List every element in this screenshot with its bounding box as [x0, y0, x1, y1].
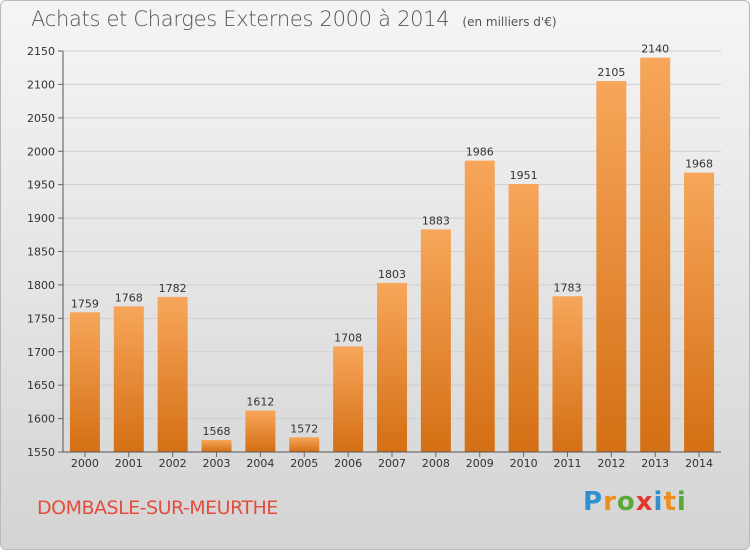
x-tick-label: 2000 [71, 457, 99, 470]
bar [69, 312, 100, 452]
data-label: 1782 [159, 282, 187, 295]
bar [640, 57, 671, 452]
logo-letter: r [603, 487, 617, 517]
y-tick-label: 1750 [27, 312, 55, 325]
bar [245, 410, 276, 452]
data-label: 1968 [685, 158, 713, 171]
x-tick-label: 2001 [115, 457, 143, 470]
x-tick-label: 2003 [203, 457, 231, 470]
data-label: 1768 [115, 291, 143, 304]
data-label: 1612 [246, 396, 274, 409]
data-label: 1708 [334, 331, 362, 344]
bar [201, 439, 232, 452]
bar [377, 282, 407, 452]
bar [684, 172, 715, 453]
y-tick-label: 2000 [27, 145, 55, 158]
bar-series [69, 57, 715, 453]
logo-letter: t [663, 487, 677, 517]
y-axis-ticks: 1550 1600 1650 1700 1750 1800 1850 1900 1950 2000… [27, 45, 63, 459]
x-tick-label: 2002 [159, 457, 187, 470]
y-tick-label: 1950 [27, 179, 55, 192]
bar [508, 183, 539, 452]
y-tick-label: 2150 [27, 45, 55, 58]
y-tick-label: 1800 [27, 279, 55, 292]
logo-letter: o [616, 487, 636, 517]
x-axis-ticks: 2000 2001 2002 2003 2004 2005 2006 2007 2008 2009… [71, 452, 713, 470]
data-label: 2140 [641, 43, 669, 56]
y-tick-label: 2100 [27, 78, 55, 91]
x-tick-label: 2011 [553, 457, 581, 470]
logo-letter: i [676, 487, 687, 517]
chart-title-unit: (en milliers d'€) [462, 15, 557, 29]
y-tick-label: 1850 [27, 246, 55, 259]
y-tick-label: 1900 [27, 212, 55, 225]
x-tick-label: 2014 [685, 457, 713, 470]
bar [552, 296, 583, 452]
data-label: 1951 [510, 169, 538, 182]
y-tick-label: 1700 [27, 346, 55, 359]
data-label: 1803 [378, 268, 406, 281]
chart-title-main: Achats et Charges Externes 2000 à 2014 [31, 7, 450, 31]
x-tick-label: 2007 [378, 457, 406, 470]
x-tick-label: 2013 [641, 457, 669, 470]
data-label: 1572 [290, 422, 318, 435]
data-label: 1883 [422, 214, 450, 227]
bar [113, 306, 144, 452]
data-label: 1986 [466, 146, 494, 159]
bar [333, 346, 364, 452]
y-tick-label: 1600 [27, 413, 55, 426]
x-tick-label: 2004 [246, 457, 274, 470]
x-tick-label: 2006 [334, 457, 362, 470]
x-tick-label: 2012 [597, 457, 625, 470]
bar [289, 437, 320, 452]
y-tick-label: 1550 [27, 446, 55, 459]
bar [596, 81, 627, 452]
x-tick-label: 2010 [510, 457, 538, 470]
data-label: 1783 [553, 281, 581, 294]
proxiti-logo: Proxiti [583, 487, 687, 517]
data-label: 2105 [597, 66, 625, 79]
x-tick-label: 2009 [466, 457, 494, 470]
logo-letter: i [653, 487, 664, 517]
data-labels: 1759 1768 1782 1568 1612 1572 1708 1803 1883 1986… [71, 43, 713, 438]
y-tick-label: 2050 [27, 112, 55, 125]
y-tick-label: 1650 [27, 379, 55, 392]
x-tick-label: 2008 [422, 457, 450, 470]
logo-letter: P [583, 487, 604, 517]
bar [420, 229, 451, 452]
bar [157, 296, 188, 452]
commune-name: DOMBASLE-SUR-MEURTHE [37, 497, 278, 519]
x-tick-label: 2005 [290, 457, 318, 470]
logo-letter: x [635, 487, 654, 517]
bar [464, 160, 495, 452]
data-label: 1568 [203, 425, 231, 438]
data-label: 1759 [71, 297, 99, 310]
chart-title: Achats et Charges Externes 2000 à 2014 (… [31, 7, 557, 31]
